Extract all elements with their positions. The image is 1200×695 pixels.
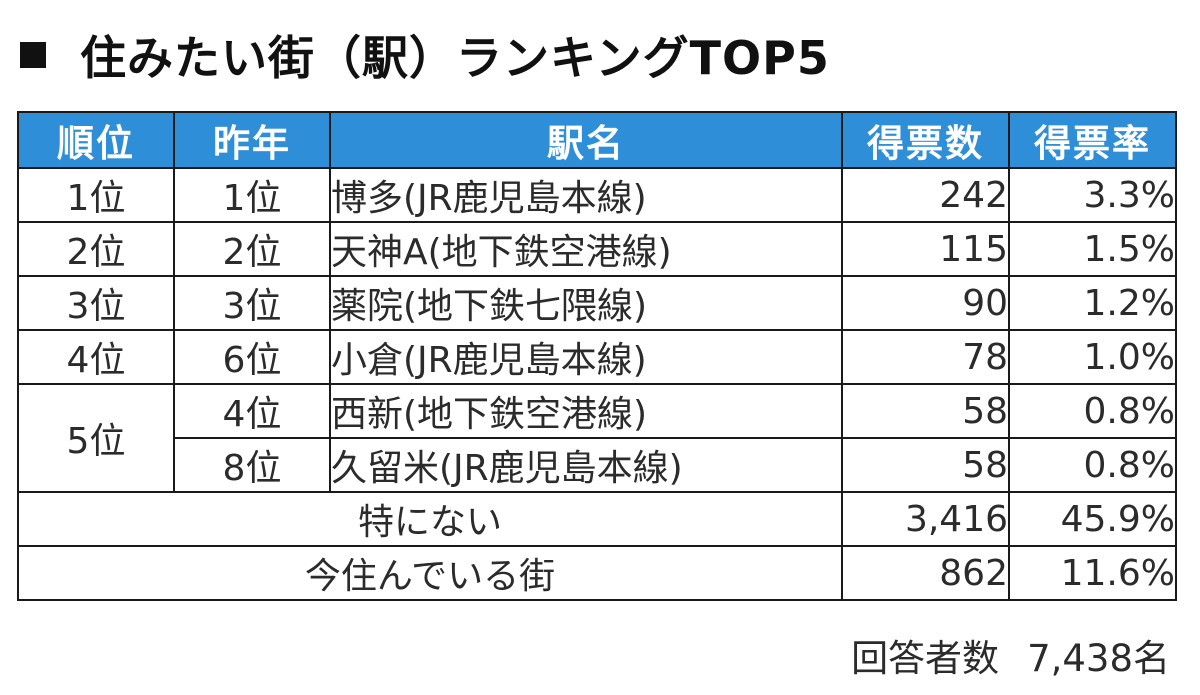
ranking-table: 順位 昨年 駅名 得票数 得票率 1位 1位 博多(JR鹿児島本線) 242 3…	[17, 111, 1177, 601]
rate-cell: 1.0%	[1008, 329, 1177, 385]
rank-cell: 4位	[17, 329, 175, 385]
votes-cell: 242	[841, 167, 1010, 223]
table-row: 5位 4位 西新(地下鉄空港線) 58 0.8%	[17, 383, 1177, 493]
table-row: 3位 3位 薬院(地下鉄七隈線) 90 1.2%	[17, 275, 1177, 331]
rate-cell: 3.3%	[1008, 167, 1177, 223]
last-year-cell: 1位	[173, 167, 331, 223]
last-year-cell: 2位	[173, 221, 331, 277]
table-row: 1位 1位 博多(JR鹿児島本線) 242 3.3%	[17, 167, 1177, 223]
station-cell: 小倉(JR鹿児島本線)	[329, 329, 843, 385]
summary-row: 特にない 3,416 45.9%	[17, 491, 1177, 547]
rate-cell: 45.9%	[1008, 491, 1177, 547]
table-header-row: 順位 昨年 駅名 得票数 得票率	[17, 111, 1177, 169]
respondent-count: 回答者数 7,438名	[851, 628, 1170, 682]
station-cell: 久留米(JR鹿児島本線)	[329, 437, 843, 493]
table-row: 8位 久留米(JR鹿児島本線) 58 0.8%	[18, 437, 1177, 493]
table-row: 2位 2位 天神A(地下鉄空港線) 115 1.5%	[17, 221, 1177, 277]
station-cell: 博多(JR鹿児島本線)	[329, 167, 843, 223]
respondent-value: 7,438名	[1027, 637, 1170, 680]
page-title: 住みたい街（駅）ランキングTOP5	[14, 20, 830, 90]
rank-cell: 1位	[17, 167, 175, 223]
header-last-year: 昨年	[173, 111, 331, 169]
header-votes: 得票数	[841, 111, 1010, 169]
votes-cell: 78	[841, 329, 1010, 385]
last-year-cell: 6位	[173, 329, 331, 385]
votes-cell: 58	[841, 383, 1010, 439]
summary-label-cell: 特にない	[17, 491, 843, 547]
last-year-cell: 3位	[173, 275, 331, 331]
station-cell: 西新(地下鉄空港線)	[329, 383, 843, 439]
summary-label-cell: 今住んでいる街	[17, 545, 843, 601]
rank-cell: 2位	[17, 221, 175, 277]
station-cell: 薬院(地下鉄七隈線)	[329, 275, 843, 331]
votes-cell: 115	[841, 221, 1010, 277]
rank-cell: 3位	[17, 275, 175, 331]
respondent-label: 回答者数	[851, 637, 1000, 680]
rate-cell: 1.2%	[1008, 275, 1177, 331]
last-year-cell: 8位	[173, 437, 331, 493]
votes-cell: 58	[841, 437, 1010, 493]
table-row: 4位 6位 小倉(JR鹿児島本線) 78 1.0%	[17, 329, 1177, 385]
votes-cell: 3,416	[841, 491, 1010, 547]
rate-cell: 1.5%	[1008, 221, 1177, 277]
rank-cell-merged: 5位	[17, 383, 175, 493]
summary-row: 今住んでいる街 862 11.6%	[17, 545, 1177, 601]
rate-cell: 0.8%	[1008, 383, 1177, 439]
page-title-text: 住みたい街（駅）ランキングTOP5	[80, 31, 830, 85]
header-rate: 得票率	[1008, 111, 1177, 169]
header-rank: 順位	[17, 111, 175, 169]
rate-cell: 11.6%	[1008, 545, 1177, 601]
votes-cell: 862	[841, 545, 1010, 601]
votes-cell: 90	[841, 275, 1010, 331]
header-station: 駅名	[329, 111, 843, 169]
last-year-cell: 4位	[173, 383, 331, 439]
rate-cell: 0.8%	[1008, 437, 1177, 493]
station-cell: 天神A(地下鉄空港線)	[329, 221, 843, 277]
square-bullet-icon	[20, 42, 46, 68]
